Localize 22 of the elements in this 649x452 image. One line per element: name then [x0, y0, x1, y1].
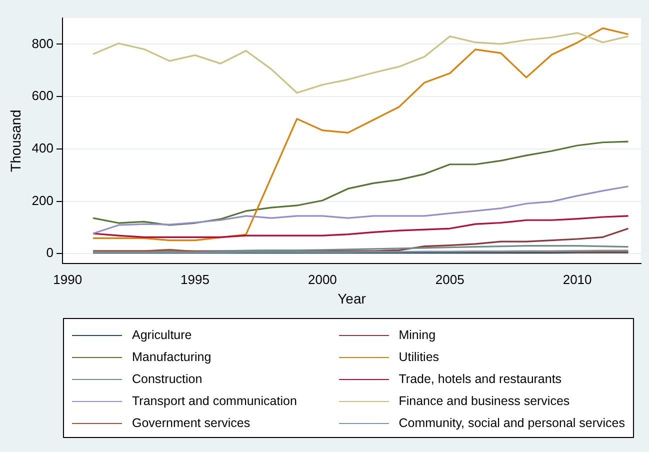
- y-tick-label: 200: [32, 192, 54, 208]
- y-axis-title: Thousand: [7, 110, 24, 172]
- legend-label: Finance and business services: [398, 394, 570, 408]
- legend-label: Manufacturing: [132, 350, 212, 364]
- y-tick-label: 800: [32, 36, 54, 51]
- legend-label: Construction: [132, 372, 202, 386]
- y-tick-label: 600: [32, 88, 54, 104]
- legend-label: Utilities: [398, 350, 440, 364]
- legend-label: Community, social and personal services: [398, 416, 625, 430]
- x-tick-label: 1995: [180, 272, 210, 287]
- x-tick-label: 2005: [435, 272, 464, 287]
- x-tick-label: 2010: [562, 272, 592, 287]
- legend-label: Government services: [132, 416, 250, 430]
- x-axis-title: Year: [338, 290, 366, 306]
- legend-label: Mining: [398, 328, 436, 342]
- y-tick-label: 0: [46, 245, 54, 260]
- legend-label: Trade, hotels and restaurants: [398, 372, 562, 386]
- legend-label: Agriculture: [132, 328, 192, 342]
- y-tick-label: 400: [32, 140, 54, 156]
- legend-label: Transport and communication: [132, 394, 297, 408]
- x-tick-label: 1990: [53, 272, 82, 287]
- x-tick-label: 2000: [308, 272, 337, 287]
